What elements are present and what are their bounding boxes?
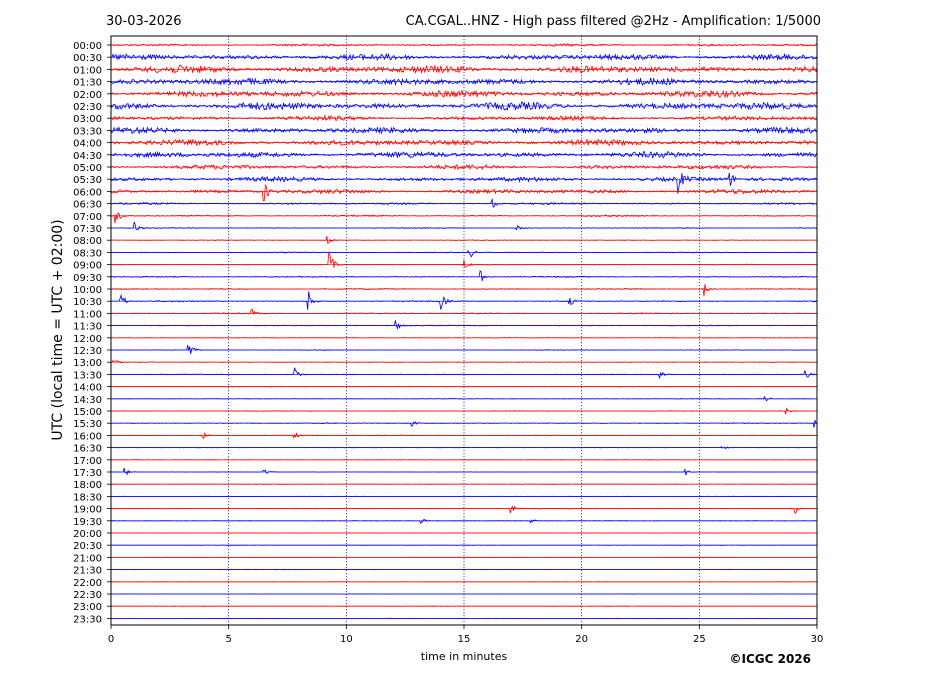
x-tick-label: 10 [340,634,353,645]
row-time-label: 18:00 [73,480,102,491]
row-time-label: 01:00 [73,65,102,76]
row-time-label: 13:00 [73,358,102,369]
row-time-label: 11:00 [73,309,102,320]
row-time-label: 16:30 [73,444,102,455]
x-axis-label: time in minutes [421,650,508,663]
row-time-label: 21:00 [73,553,102,564]
x-tick-label: 15 [458,634,471,645]
row-time-label: 09:00 [73,261,102,272]
x-tick-label: 20 [575,634,588,645]
row-time-label: 00:00 [73,41,102,52]
row-time-label: 23:30 [73,614,102,625]
x-tick-label: 0 [108,634,114,645]
row-time-label: 05:30 [73,175,102,186]
row-time-label: 17:00 [73,456,102,467]
row-time-label: 07:00 [73,212,102,223]
trace-row [110,251,818,268]
row-time-label: 09:30 [73,273,102,284]
row-time-label: 22:30 [73,590,102,601]
row-time-label: 06:30 [73,200,102,211]
row-time-label: 04:30 [73,151,102,162]
row-time-label: 19:00 [73,505,102,516]
row-time-label: 08:30 [73,248,102,259]
row-time-label: 14:00 [73,383,102,394]
trace-row [110,197,818,208]
trace-row [110,212,818,224]
x-tick-label: 5 [225,634,231,645]
row-time-label: 06:00 [73,187,102,198]
row-time-label: 19:30 [73,517,102,528]
row-time-label: 15:30 [73,419,102,430]
row-time-label: 11:30 [73,322,102,333]
row-time-label: 16:00 [73,431,102,442]
x-tick-label: 25 [693,634,706,645]
row-time-label: 02:00 [73,90,102,101]
row-time-label: 10:30 [73,297,102,308]
row-time-label: 15:00 [73,407,102,418]
row-time-label: 12:00 [73,334,102,345]
row-time-label: 05:00 [73,163,102,174]
row-time-label: 07:30 [73,224,102,235]
row-time-label: 20:30 [73,541,102,552]
x-tick-label: 30 [811,634,824,645]
row-time-label: 13:30 [73,370,102,381]
row-time-label: 02:30 [73,102,102,113]
copyright: ©ICGC 2026 [729,652,811,666]
y-axis-label: UTC (local time = UTC + 02:00) [50,219,66,440]
row-time-label: 01:30 [73,78,102,89]
chart-date: 30-03-2026 [106,14,182,29]
row-time-label: 00:30 [73,53,102,64]
row-time-label: 23:00 [73,602,102,613]
row-time-label: 20:00 [73,529,102,540]
chart-title: CA.CGAL..HNZ - High pass filtered @2Hz -… [406,14,821,29]
trace-row [110,89,818,99]
row-time-label: 17:30 [73,468,102,479]
trace-row [110,345,818,355]
row-time-label: 04:00 [73,139,102,150]
row-time-label: 08:00 [73,236,102,247]
row-time-label: 10:00 [73,285,102,296]
row-time-label: 14:30 [73,395,102,406]
row-time-label: 03:00 [73,114,102,125]
row-time-label: 18:30 [73,492,102,503]
row-time-label: 12:30 [73,346,102,357]
row-time-label: 21:30 [73,566,102,577]
vertical-gridlines [228,36,700,625]
row-time-label: 03:30 [73,126,102,137]
row-time-label: 22:00 [73,578,102,589]
x-ticks: 0 5 10 15 20 25 30 [108,625,824,645]
